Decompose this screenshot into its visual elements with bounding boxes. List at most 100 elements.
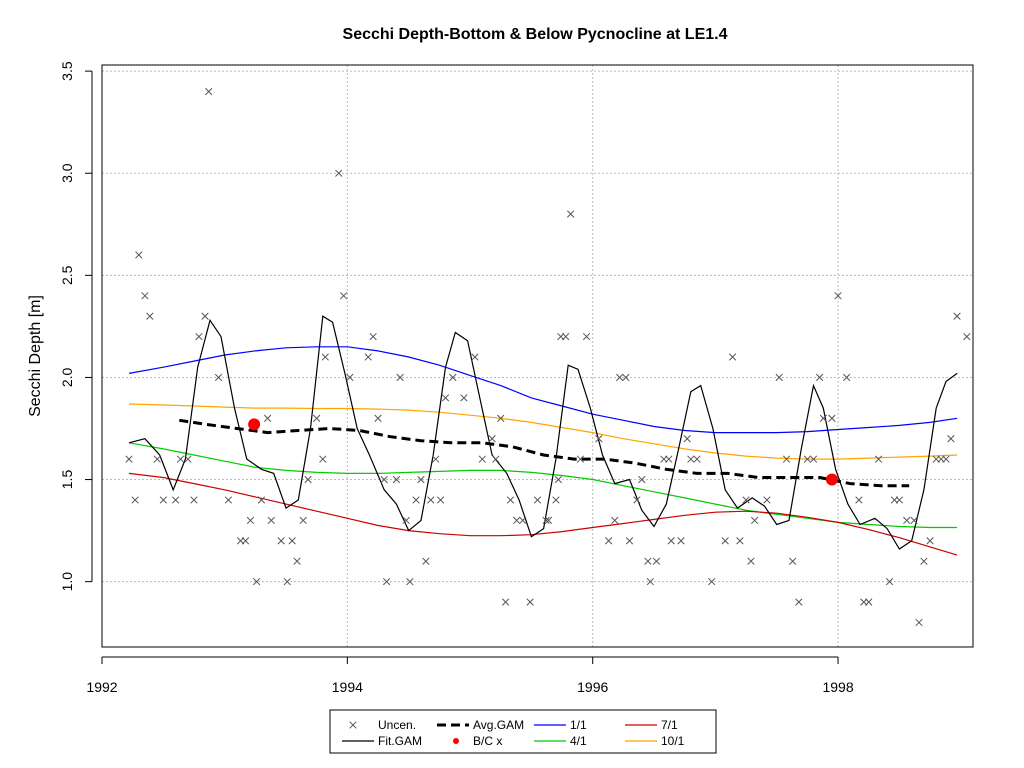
data-point — [926, 537, 934, 545]
data-point — [789, 557, 797, 565]
data-point — [488, 435, 496, 443]
x-tick-label: 1996 — [577, 679, 608, 695]
data-point — [214, 373, 223, 382]
data-point — [241, 537, 250, 545]
fit-gam-line — [128, 315, 958, 550]
data-point — [622, 373, 630, 382]
data-point — [492, 455, 500, 463]
data-point — [855, 496, 863, 504]
legend-label-s-10-1: 10/1 — [661, 734, 685, 748]
data-point — [604, 537, 613, 545]
data-point — [953, 312, 961, 320]
data-point — [533, 496, 542, 504]
data-point — [283, 577, 291, 586]
data-point — [277, 537, 285, 545]
data-point — [803, 455, 812, 463]
fit-gam-polyline — [128, 315, 958, 550]
data-point — [392, 475, 401, 484]
data-point — [402, 516, 410, 525]
data-point — [293, 557, 301, 565]
data-point — [683, 435, 691, 443]
data-point — [422, 557, 430, 565]
data-point — [947, 435, 955, 443]
data-point — [449, 373, 457, 382]
data-point — [963, 332, 971, 341]
data-point — [471, 353, 479, 361]
y-tick-label: 1.0 — [59, 572, 75, 592]
data-point — [874, 455, 883, 463]
axes: 1992 1994 1996 1998 1.0 1.5 2.0 2.5 3.0 3.5 — [59, 61, 854, 695]
data-point — [544, 516, 553, 525]
data-point — [865, 598, 873, 606]
data-point — [135, 251, 143, 259]
data-point — [895, 496, 904, 504]
data-point — [763, 496, 771, 504]
data-point — [633, 496, 641, 504]
data-point — [644, 557, 652, 565]
data-point — [497, 414, 505, 422]
data-point — [417, 475, 425, 484]
data-point — [816, 373, 824, 382]
bc-point — [825, 473, 838, 486]
data-point — [263, 414, 272, 422]
legend-label-bc: B/C x — [473, 734, 502, 748]
data-point — [382, 577, 391, 586]
y-tick-label: 3.0 — [59, 163, 75, 183]
data-point — [542, 516, 550, 525]
legend: Uncen. Avg.GAM 1/1 7/1 Fit.GAM B/C x 4/1 10/1 — [329, 709, 717, 754]
data-point — [131, 496, 139, 504]
data-point — [159, 496, 167, 504]
data-point — [257, 496, 266, 504]
data-point — [246, 516, 255, 525]
series-line-s-7-1 — [128, 472, 958, 556]
data-point — [582, 332, 591, 341]
data-point — [795, 598, 803, 606]
data-point — [369, 332, 377, 341]
data-point — [321, 353, 329, 361]
legend-label-s-4-1: 4/1 — [570, 734, 587, 748]
data-point — [552, 496, 560, 504]
data-point — [693, 455, 701, 463]
series-line-s-1-1 — [128, 346, 958, 434]
data-point — [687, 455, 695, 463]
data-point — [460, 394, 468, 402]
data-point — [554, 475, 563, 484]
data-point — [432, 455, 440, 463]
avg-gam-line — [179, 418, 910, 488]
data-point — [782, 455, 791, 463]
data-point — [478, 455, 486, 463]
legend-label-s-1-1: 1/1 — [570, 718, 587, 732]
x-tick-label: 1994 — [332, 679, 363, 695]
data-point — [406, 577, 414, 586]
data-point — [184, 455, 192, 463]
x-tick-label: 1992 — [86, 679, 117, 695]
series-lines — [128, 346, 958, 556]
data-point — [638, 475, 646, 484]
data-point — [834, 292, 842, 300]
chart-title: Secchi Depth-Bottom & Below Pycnocline a… — [343, 26, 728, 43]
data-point — [340, 292, 348, 300]
data-point — [501, 598, 510, 606]
legend-label-avg-gam: Avg.GAM — [473, 718, 524, 732]
data-point — [747, 557, 755, 565]
data-point — [346, 373, 354, 382]
data-point — [374, 414, 382, 422]
data-point — [267, 516, 275, 525]
data-point — [750, 516, 759, 525]
data-point — [436, 496, 445, 504]
data-point — [313, 414, 321, 422]
data-point — [920, 557, 928, 565]
data-point — [512, 516, 521, 525]
data-point — [176, 455, 185, 463]
series-line-s-10-1 — [128, 403, 958, 460]
data-point — [224, 496, 233, 504]
data-point — [828, 414, 836, 422]
data-point — [625, 537, 634, 545]
data-point — [364, 353, 372, 361]
x-tick-label: 1998 — [822, 679, 853, 695]
y-tick-label: 2.0 — [59, 367, 75, 387]
plot-frame — [101, 64, 974, 648]
data-point — [595, 435, 603, 443]
data-point — [721, 537, 729, 545]
data-point — [506, 496, 515, 504]
